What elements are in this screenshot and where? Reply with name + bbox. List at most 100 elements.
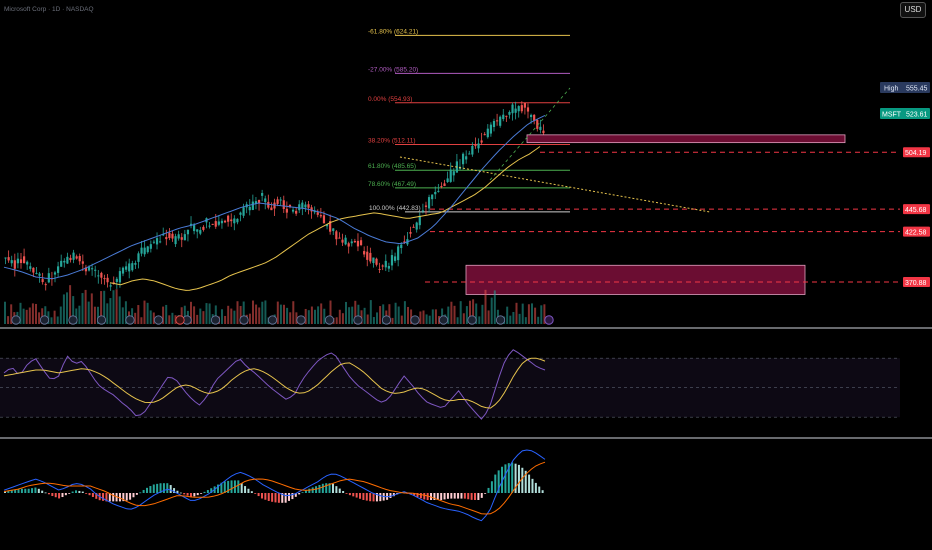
level-price-tag [903, 204, 930, 215]
macd-hist-bar [7, 490, 10, 493]
high-label: High [884, 86, 899, 93]
rsi-line [3, 349, 546, 420]
candle-body [344, 237, 347, 245]
macd-hist-bar [108, 493, 111, 502]
earnings-marker [381, 315, 392, 325]
candle-body [75, 256, 78, 259]
volume-bar [484, 289, 487, 324]
volume-bar [4, 301, 6, 324]
macd-hist-bar [541, 490, 544, 493]
earnings-marker [495, 315, 506, 325]
volume-bar [190, 301, 192, 324]
candle-body [520, 105, 523, 112]
volume-bar [112, 290, 115, 324]
volume-bar [527, 304, 530, 324]
macd-hist-bar [254, 493, 257, 494]
macd-hist-bar [490, 481, 493, 493]
volume-bar [75, 308, 78, 324]
macd-hist-bar [176, 490, 179, 493]
support-zone [465, 264, 806, 295]
volume-bar [540, 305, 543, 324]
macd-hist-bar [284, 493, 287, 503]
candle-body [115, 278, 118, 282]
volume-bar [428, 315, 431, 324]
candle-body [41, 279, 44, 283]
volume-bar [431, 309, 434, 324]
volume-bar [31, 303, 34, 324]
candle-body [63, 260, 66, 263]
volume-bar [310, 306, 313, 324]
macd-hist-bar [156, 483, 159, 493]
volume-bar [372, 317, 375, 324]
earnings-marker [239, 315, 249, 325]
fib-level-label: 0.00% (554.93) [368, 96, 412, 103]
candle-body [403, 241, 406, 243]
volume-bar [140, 317, 143, 324]
candle-body [273, 202, 276, 209]
volume-bar [56, 316, 59, 324]
candle-body [288, 204, 292, 207]
macd-hist-bar [419, 493, 422, 499]
macd-hist-bar [118, 493, 121, 502]
volume-bar [289, 312, 292, 324]
candle-body [177, 234, 180, 239]
macd-hist-bar [20, 488, 23, 493]
volume-bar [403, 301, 406, 324]
candle-body [57, 266, 60, 273]
macd-hist-bar [61, 493, 64, 498]
macd-hist-bar [75, 490, 78, 493]
macd-hist-bar [335, 486, 338, 493]
candle-body [427, 197, 431, 209]
macd-hist-bar [375, 493, 378, 502]
earnings-marker [267, 315, 278, 325]
candle-body [517, 106, 520, 112]
macd-hist-bar [47, 493, 50, 495]
candle-body [486, 128, 489, 138]
volume-bar [537, 316, 540, 324]
volume-bar [524, 317, 527, 324]
volume-bar [307, 310, 310, 324]
rsi-ma-line [3, 357, 546, 409]
macd-hist-bar [365, 493, 368, 501]
macd-hist-bar [494, 474, 497, 493]
macd-hist-bar [480, 493, 483, 498]
volume-bar [137, 305, 140, 324]
volume-bar [295, 312, 298, 324]
volume-bar [425, 314, 428, 324]
volume-bar [28, 307, 31, 324]
macd-hist-bar [291, 493, 294, 500]
candle-body [223, 220, 227, 223]
earnings-marker [96, 315, 107, 325]
candle-body [261, 193, 264, 196]
volume-bar [304, 308, 307, 324]
volume-bar [487, 310, 490, 324]
volume-bar [196, 314, 199, 324]
candle-body [390, 255, 394, 266]
volume-bar [19, 302, 22, 324]
volume-bar [515, 302, 518, 324]
candle-body [359, 240, 363, 246]
candle-body [137, 253, 140, 262]
volume-bar [205, 303, 208, 324]
volume-bar [388, 304, 391, 324]
candle-body [319, 215, 322, 217]
macd-hist-bar [379, 493, 382, 502]
volume-bar [115, 289, 118, 324]
macd-hist-bar [135, 493, 138, 495]
candle-body [149, 244, 152, 249]
candle-body [239, 212, 242, 215]
candle-body [152, 241, 156, 243]
macd-hist-bar [34, 487, 37, 493]
candle-body [32, 267, 35, 273]
candle-body [449, 169, 452, 182]
currency-button[interactable]: USD [900, 2, 926, 18]
candle-body [495, 120, 499, 122]
earnings-marker [153, 315, 164, 325]
macd-hist-bar [146, 487, 149, 493]
volume-bar [478, 316, 481, 324]
candle-body [26, 261, 29, 265]
macd-hist-bar [27, 488, 30, 493]
macd-hist-bar [122, 493, 125, 502]
